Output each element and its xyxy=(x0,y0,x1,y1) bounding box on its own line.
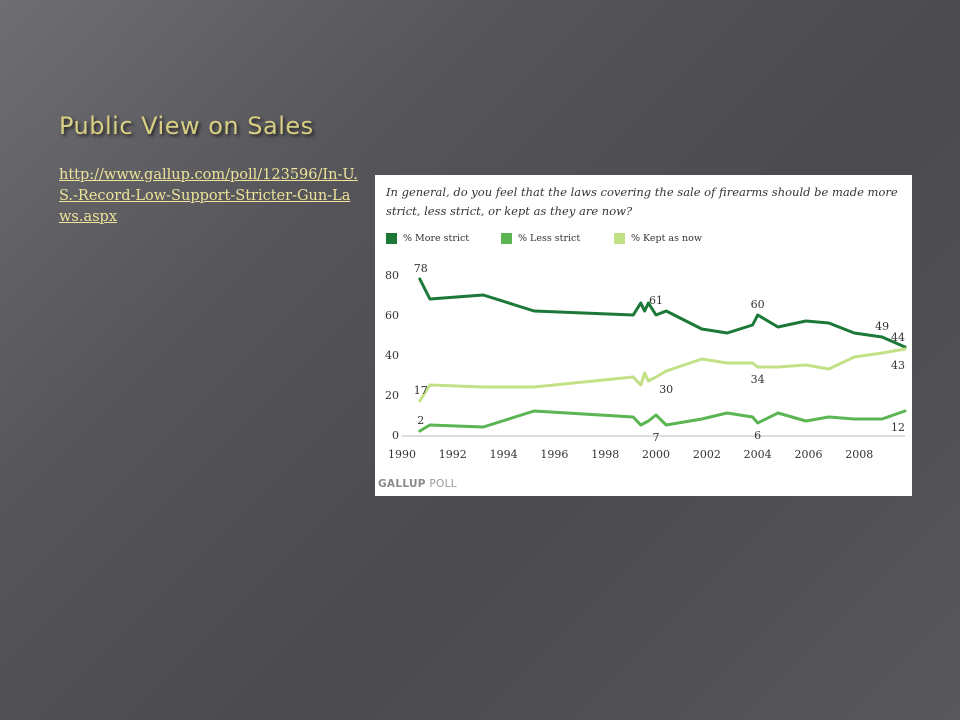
x-tick-label: 1990 xyxy=(388,448,416,461)
data-label: 34 xyxy=(751,373,765,386)
series-line-0 xyxy=(418,277,907,349)
x-tick-label: 2008 xyxy=(845,448,873,461)
data-label: 7 xyxy=(653,431,660,444)
data-label: 43 xyxy=(891,359,905,372)
y-tick-label: 60 xyxy=(385,309,399,322)
source-link[interactable]: http://www.gallup.com/poll/123596/In-U.S… xyxy=(59,167,358,225)
legend-swatch-less-strict xyxy=(501,233,512,244)
data-label: 49 xyxy=(875,320,889,333)
x-tick-label: 1996 xyxy=(540,448,568,461)
x-tick-label: 2000 xyxy=(642,448,670,461)
chart-title: In general, do you feel that the laws co… xyxy=(386,185,898,218)
legend-label-more-strict: % More strict xyxy=(403,233,470,244)
series-line-2 xyxy=(418,347,907,403)
data-label: 60 xyxy=(751,298,765,311)
line-chart: 0 20 40 60 80 1990 1992 1994 1996 1998 2000 2002 200… xyxy=(385,262,907,461)
data-label: 6 xyxy=(754,429,761,442)
y-tick-label: 20 xyxy=(385,389,399,402)
x-tick-label: 1998 xyxy=(591,448,619,461)
x-tick-label: 2006 xyxy=(794,448,822,461)
x-tick-label: 2004 xyxy=(744,448,772,461)
data-label: 12 xyxy=(891,421,905,434)
legend-label-kept-as-now: % Kept as now xyxy=(631,233,702,244)
x-tick-label: 1992 xyxy=(439,448,467,461)
data-label: 78 xyxy=(414,262,428,275)
y-tick-label: 40 xyxy=(385,349,399,362)
chart-panel: In general, do you feel that the laws co… xyxy=(375,175,912,496)
series-line-1 xyxy=(418,409,907,433)
data-label: 61 xyxy=(649,294,663,307)
legend-swatch-more-strict xyxy=(386,233,397,244)
y-tick-label: 80 xyxy=(385,269,399,282)
gallup-poll-logo: GALLUP POLL xyxy=(378,478,457,490)
x-tick-label: 1994 xyxy=(490,448,518,461)
x-tick-label: 2002 xyxy=(693,448,721,461)
slide-title: Public View on Sales xyxy=(59,112,314,140)
data-label: 2 xyxy=(417,414,424,427)
legend-label-less-strict: % Less strict xyxy=(518,233,581,244)
y-tick-label: 0 xyxy=(392,429,399,442)
legend-swatch-kept-as-now xyxy=(614,233,625,244)
data-label: 30 xyxy=(659,383,673,396)
data-label: 44 xyxy=(891,331,905,344)
data-label: 17 xyxy=(414,384,428,397)
